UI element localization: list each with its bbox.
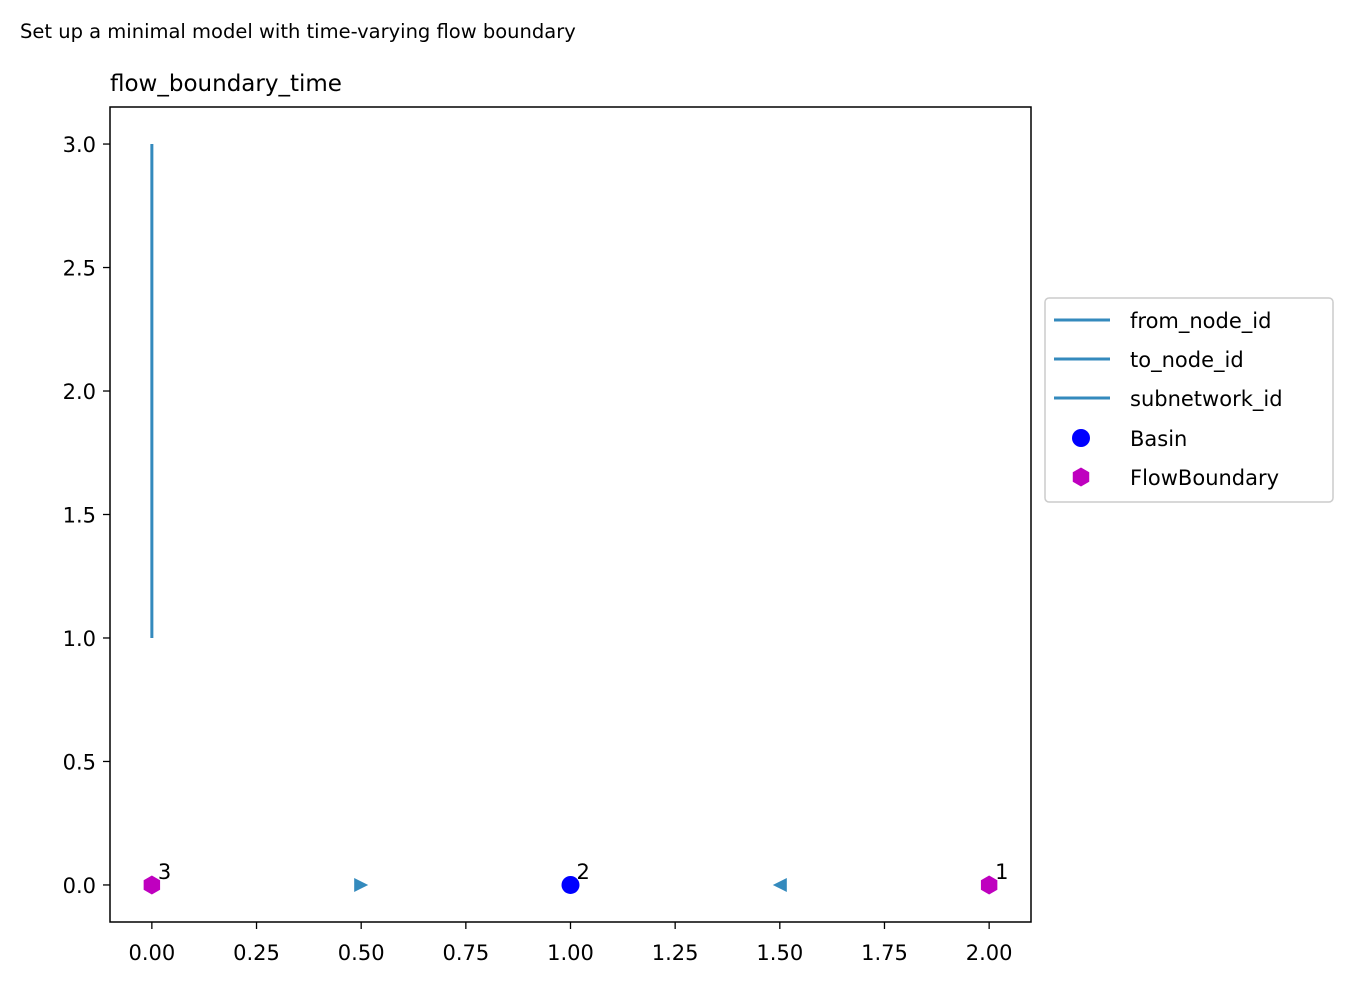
y-tick-label: 2.0 [63,380,96,404]
figure-suptitle: Set up a minimal model with time-varying… [20,20,576,43]
y-tick-label: 0.5 [63,750,96,774]
axes-frame [109,106,1032,923]
x-tick-label: 0.75 [442,941,489,965]
point-label: 2 [577,860,590,884]
y-tick-label: 0.0 [63,874,96,898]
edge-arrow-left [772,877,787,892]
legend-marker-basin [1072,429,1090,447]
data-point-flowboundary [980,875,998,895]
legend-label: from_node_id [1130,309,1271,334]
y-tick-label: 3.0 [63,133,96,157]
legend-label: to_node_id [1130,348,1244,373]
y-tick-label: 2.5 [63,257,96,281]
x-tick-label: 0.25 [233,941,280,965]
legend-label: FlowBoundary [1130,466,1279,490]
y-axis: 0.0 0.5 1.0 1.5 2.0 2.5 3.0 [63,133,110,898]
axes-title: flow_boundary_time [110,71,342,97]
x-tick-label: 0.00 [128,941,175,965]
x-tick-label: 1.25 [652,941,699,965]
edge-arrow-right [354,877,369,892]
legend-box [1044,297,1334,503]
point-label: 1 [995,860,1008,884]
x-tick-label: 1.00 [547,941,594,965]
point-label: 3 [158,860,171,884]
x-tick-label: 1.50 [756,941,803,965]
legend-label: subnetwork_id [1130,387,1283,412]
y-tick-label: 1.5 [63,504,96,528]
legend-label: Basin [1130,427,1187,451]
legend: from_node_id to_node_id subnetwork_id Basin… [1044,297,1334,503]
x-tick-label: 2.00 [966,941,1013,965]
data-point-flowboundary [143,875,161,895]
x-axis: 0.00 0.25 0.50 0.75 1.00 1.25 1.50 1.75 2.00 [128,922,1013,965]
x-tick-label: 1.75 [861,941,908,965]
y-tick-label: 1.0 [63,627,96,651]
legend-marker-flowboundary [1072,467,1090,487]
data-point-basin [561,875,580,894]
x-tick-label: 0.50 [338,941,385,965]
plot-area: 2 3 1 [143,144,1009,895]
